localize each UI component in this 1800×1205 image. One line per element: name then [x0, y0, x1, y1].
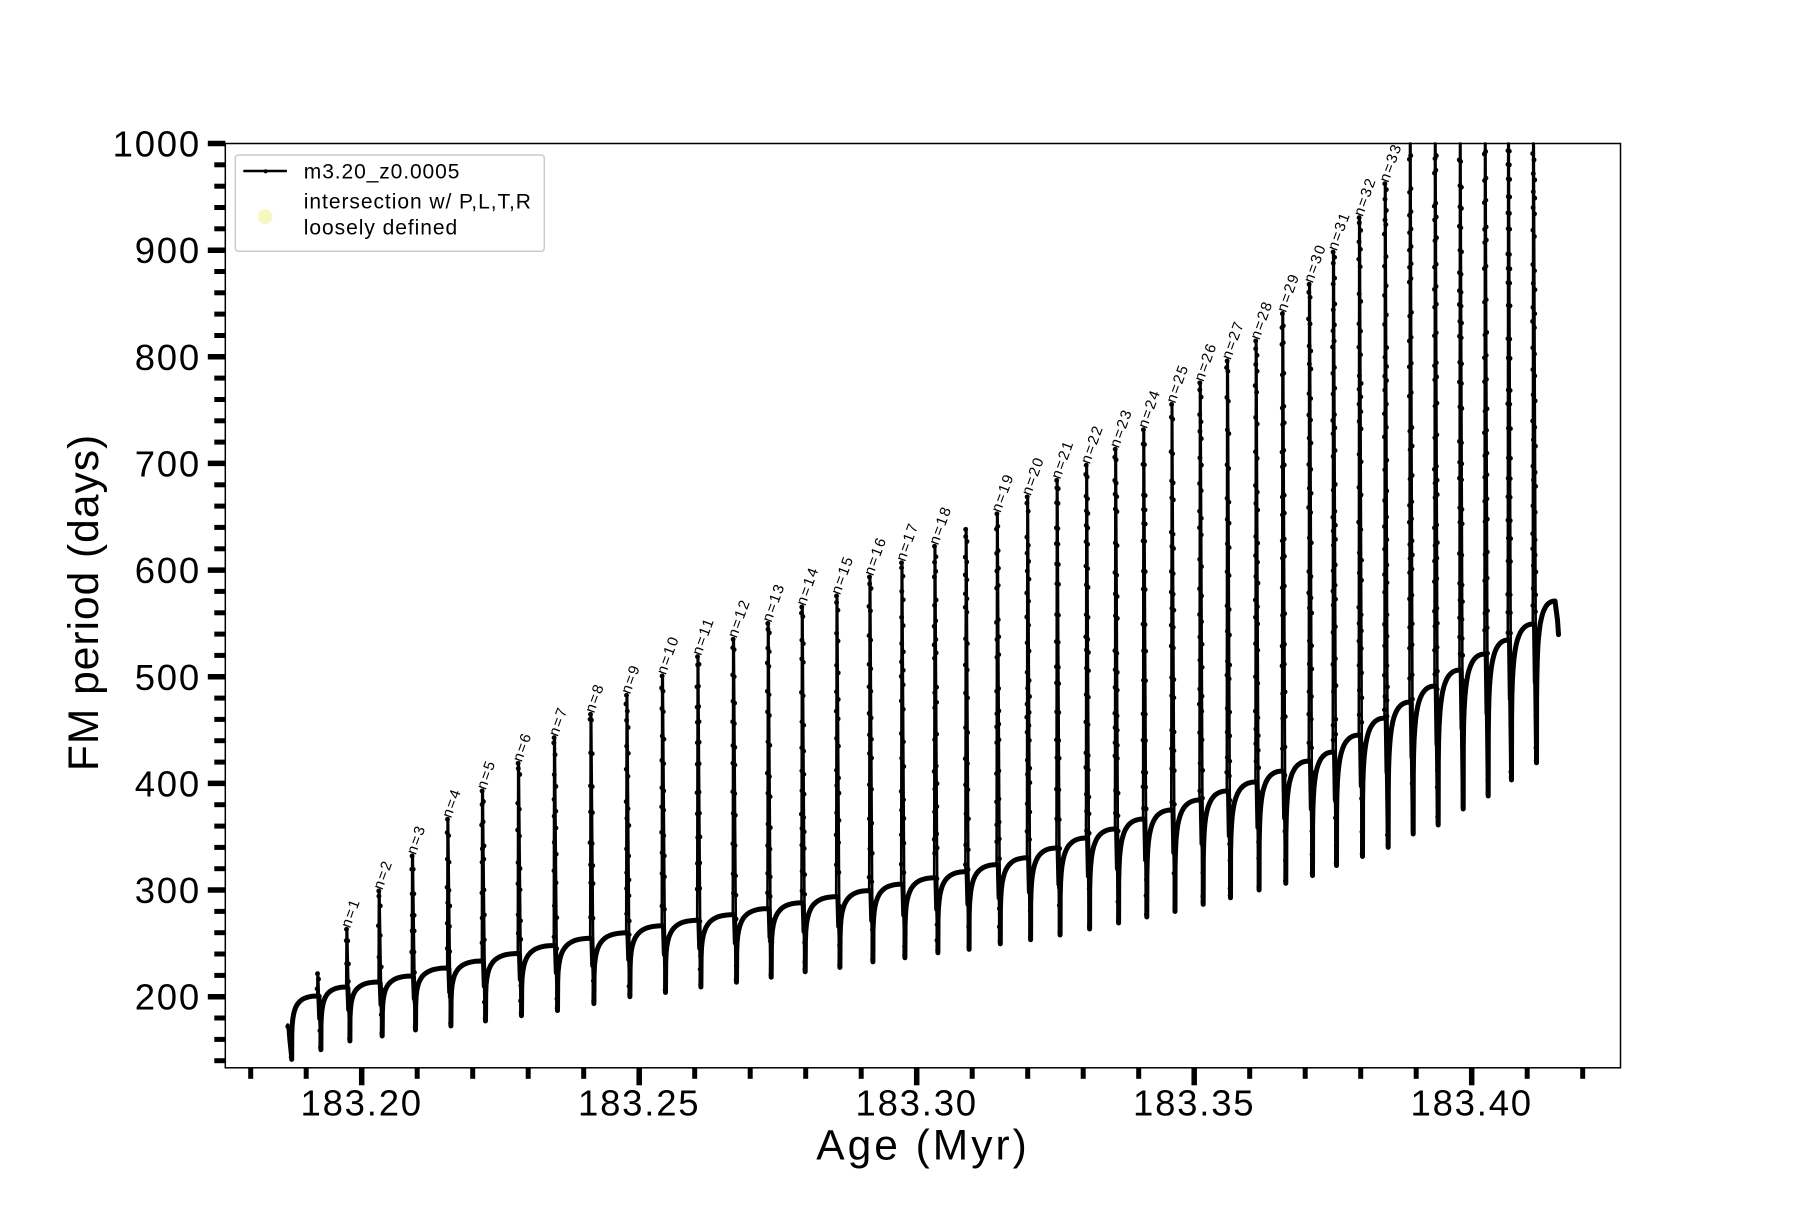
svg-text:183.20: 183.20 [300, 1083, 422, 1124]
svg-text:183.35: 183.35 [1133, 1083, 1255, 1124]
svg-text:Age (Myr): Age (Myr) [816, 1123, 1030, 1170]
svg-text:m3.20_z0.0005: m3.20_z0.0005 [304, 160, 460, 183]
svg-text:300: 300 [135, 870, 201, 911]
svg-text:800: 800 [135, 337, 201, 378]
svg-text:intersection w/ P,L,T,R: intersection w/ P,L,T,R [304, 191, 532, 214]
svg-text:FM period (days): FM period (days) [61, 434, 108, 771]
svg-text:loosely defined: loosely defined [304, 216, 458, 239]
svg-text:183.30: 183.30 [855, 1083, 977, 1124]
svg-text:900: 900 [135, 230, 201, 271]
svg-text:183.25: 183.25 [578, 1083, 700, 1124]
svg-text:600: 600 [135, 550, 201, 591]
svg-text:400: 400 [135, 763, 201, 804]
svg-text:200: 200 [135, 977, 201, 1018]
svg-text:700: 700 [135, 443, 201, 484]
svg-text:1000: 1000 [113, 124, 201, 165]
svg-text:183.40: 183.40 [1410, 1083, 1532, 1124]
svg-text:500: 500 [135, 657, 201, 698]
